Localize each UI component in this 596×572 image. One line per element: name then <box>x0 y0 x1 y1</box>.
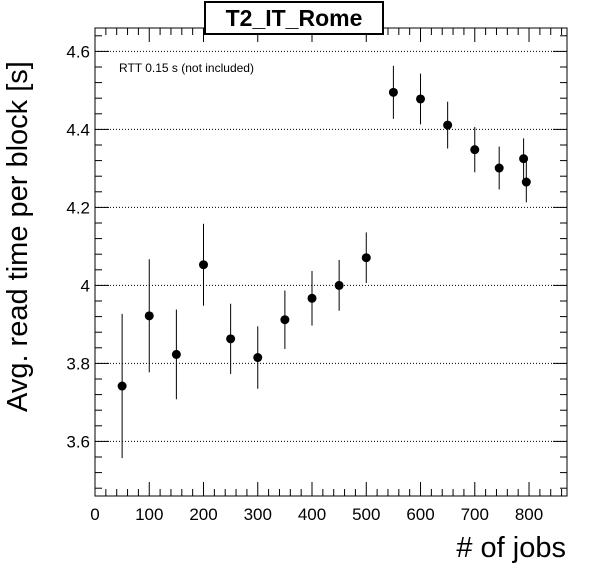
y-tick-label: 4.4 <box>66 120 90 139</box>
y-tick-label: 4.6 <box>66 42 90 61</box>
chart-title: T2_IT_Rome <box>204 1 384 35</box>
data-point <box>280 315 290 325</box>
data-point <box>443 120 453 130</box>
data-point <box>388 87 398 97</box>
plot-frame <box>94 27 568 497</box>
x-tick-label: 200 <box>189 505 217 524</box>
y-tick-label: 3.6 <box>66 432 90 451</box>
data-point <box>226 334 236 344</box>
x-tick-label: 500 <box>352 505 380 524</box>
x-tick-label: 800 <box>515 505 543 524</box>
data-point <box>416 94 426 104</box>
x-tick-label: 300 <box>244 505 272 524</box>
data-point <box>334 280 344 290</box>
data-point <box>470 145 480 155</box>
y-axis-label: Avg. read time per block [s] <box>2 61 34 412</box>
data-point <box>253 353 263 363</box>
data-point <box>494 163 504 173</box>
chart-annotation: RTT 0.15 s (not included) <box>119 61 254 75</box>
grid-lines <box>95 50 567 442</box>
x-axis-label: # of jobs <box>456 532 566 564</box>
data-point <box>171 349 181 359</box>
data-point <box>519 154 529 164</box>
data-point <box>199 260 209 270</box>
data-point <box>361 253 371 263</box>
axis-ticks <box>94 28 567 496</box>
y-tick-label: 3.8 <box>66 354 90 373</box>
data-point <box>144 311 154 321</box>
y-tick-label: 4 <box>81 276 90 295</box>
data-point <box>521 177 531 187</box>
data-points <box>117 65 531 459</box>
x-tick-label: 400 <box>298 505 326 524</box>
y-tick-label: 4.2 <box>66 198 90 217</box>
data-point <box>117 381 127 391</box>
tick-labels: 0 100 200 300 400 500 600 700 800 3.6 3.8 4 4.2 4.4 4.… <box>66 42 543 524</box>
x-tick-label: 0 <box>90 505 99 524</box>
x-tick-label: 700 <box>461 505 489 524</box>
x-tick-label: 600 <box>406 505 434 524</box>
x-tick-label: 100 <box>135 505 163 524</box>
data-point <box>307 293 317 303</box>
